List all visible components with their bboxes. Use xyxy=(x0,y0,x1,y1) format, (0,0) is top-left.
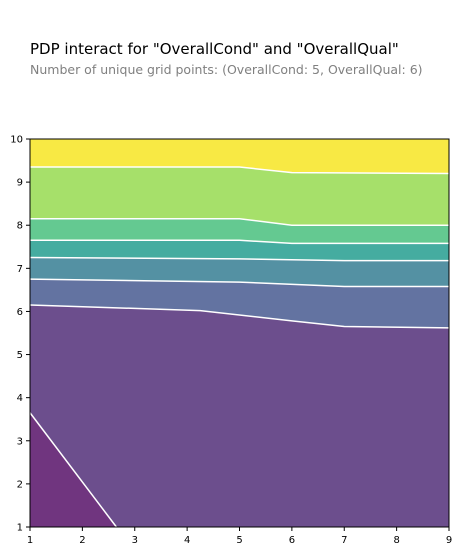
contour-band-6 xyxy=(30,218,449,244)
y-tick-label: 7 xyxy=(17,264,23,275)
y-tick-label: 10 xyxy=(10,135,23,146)
y-tick-label: 5 xyxy=(17,350,23,361)
x-tick-label: 7 xyxy=(341,535,347,546)
x-tick-label: 6 xyxy=(289,535,295,546)
chart-subtitle: Number of unique grid points: (OverallCo… xyxy=(30,62,423,77)
y-tick-label: 8 xyxy=(17,221,23,232)
contour-line-2 xyxy=(29,304,450,329)
contour-band-2 xyxy=(30,304,449,527)
chart-title: PDP interact for "OverallCond" and "Over… xyxy=(30,40,399,58)
contour-line-5 xyxy=(30,239,449,245)
x-tick-label: 5 xyxy=(236,535,242,546)
contour-band-8 xyxy=(30,139,449,174)
y-tick-label: 3 xyxy=(17,436,23,447)
y-tick-label: 9 xyxy=(17,178,23,189)
contour-line-7 xyxy=(30,166,450,175)
y-tick-label: 1 xyxy=(17,523,23,534)
y-tick-label: 2 xyxy=(17,479,23,490)
contour-line-1 xyxy=(29,412,118,528)
contour-line-4 xyxy=(29,256,449,262)
x-tick-label: 4 xyxy=(184,535,190,546)
x-tick-label: 1 xyxy=(27,535,33,546)
x-tick-label: 2 xyxy=(79,535,85,546)
x-tick-label: 9 xyxy=(446,535,452,546)
contour-band-5 xyxy=(30,240,449,261)
contour-band-7 xyxy=(30,167,449,226)
x-tick-label: 3 xyxy=(132,535,138,546)
contour-line-6 xyxy=(30,218,449,226)
contour-band-4 xyxy=(30,257,449,287)
y-tick-label: 6 xyxy=(17,307,23,318)
contour-line-3 xyxy=(29,278,449,288)
y-tick-label: 4 xyxy=(17,393,23,404)
x-tick-label: 8 xyxy=(393,535,399,546)
contour-band-3 xyxy=(30,279,449,328)
